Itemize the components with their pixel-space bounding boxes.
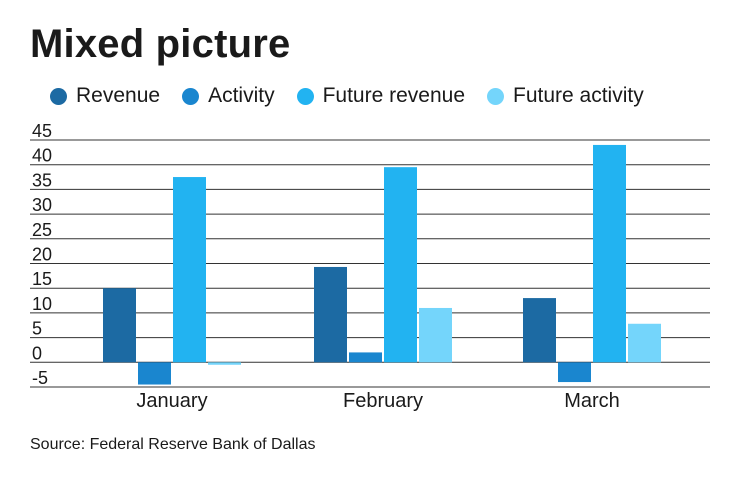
legend-item-future-activity: Future activity xyxy=(487,84,644,108)
x-category-label: February xyxy=(343,390,423,412)
legend-swatch-activity xyxy=(182,87,200,105)
y-tick-label: 45 xyxy=(32,121,52,141)
legend-item-revenue: Revenue xyxy=(50,84,160,108)
y-tick-label: 25 xyxy=(32,220,52,240)
y-tick-label: 20 xyxy=(32,245,52,265)
y-tick-label: 5 xyxy=(32,319,42,339)
x-category-label: January xyxy=(136,390,207,412)
y-tick-label: -5 xyxy=(32,368,48,388)
bar xyxy=(628,323,661,363)
bar xyxy=(593,144,626,363)
legend-item-future-revenue: Future revenue xyxy=(296,84,465,108)
source-note: Source: Federal Reserve Bank of Dallas xyxy=(30,436,316,453)
bar xyxy=(103,288,136,363)
legend-swatch-future-activity xyxy=(487,87,504,105)
y-tick-label: 30 xyxy=(32,195,52,215)
legend-label-revenue: Revenue xyxy=(76,84,161,107)
y-tick-label: 40 xyxy=(32,146,52,166)
bar xyxy=(138,362,171,385)
legend-item-activity: Activity xyxy=(182,84,275,108)
y-tick-label: 10 xyxy=(32,294,52,314)
bar xyxy=(208,362,241,365)
legend-swatch-future-revenue xyxy=(296,87,314,105)
y-tick-label: 15 xyxy=(32,269,52,289)
chart-title: Mixed picture xyxy=(30,22,291,66)
bar xyxy=(314,266,347,363)
legend-label-activity: Activity xyxy=(208,84,275,107)
legend: Revenue Activity Future revenue Future a… xyxy=(50,84,666,108)
bar xyxy=(419,307,452,363)
bar xyxy=(349,352,382,363)
legend-label-future-activity: Future activity xyxy=(513,84,644,107)
legend-label-future-revenue: Future revenue xyxy=(322,84,465,107)
legend-swatch-revenue xyxy=(50,87,67,105)
bar xyxy=(523,298,556,363)
bar xyxy=(173,177,206,363)
x-category-label: March xyxy=(564,390,620,412)
bar xyxy=(384,167,417,363)
y-tick-label: 35 xyxy=(32,170,52,190)
y-tick-label: 0 xyxy=(32,343,42,363)
bar xyxy=(558,362,591,383)
